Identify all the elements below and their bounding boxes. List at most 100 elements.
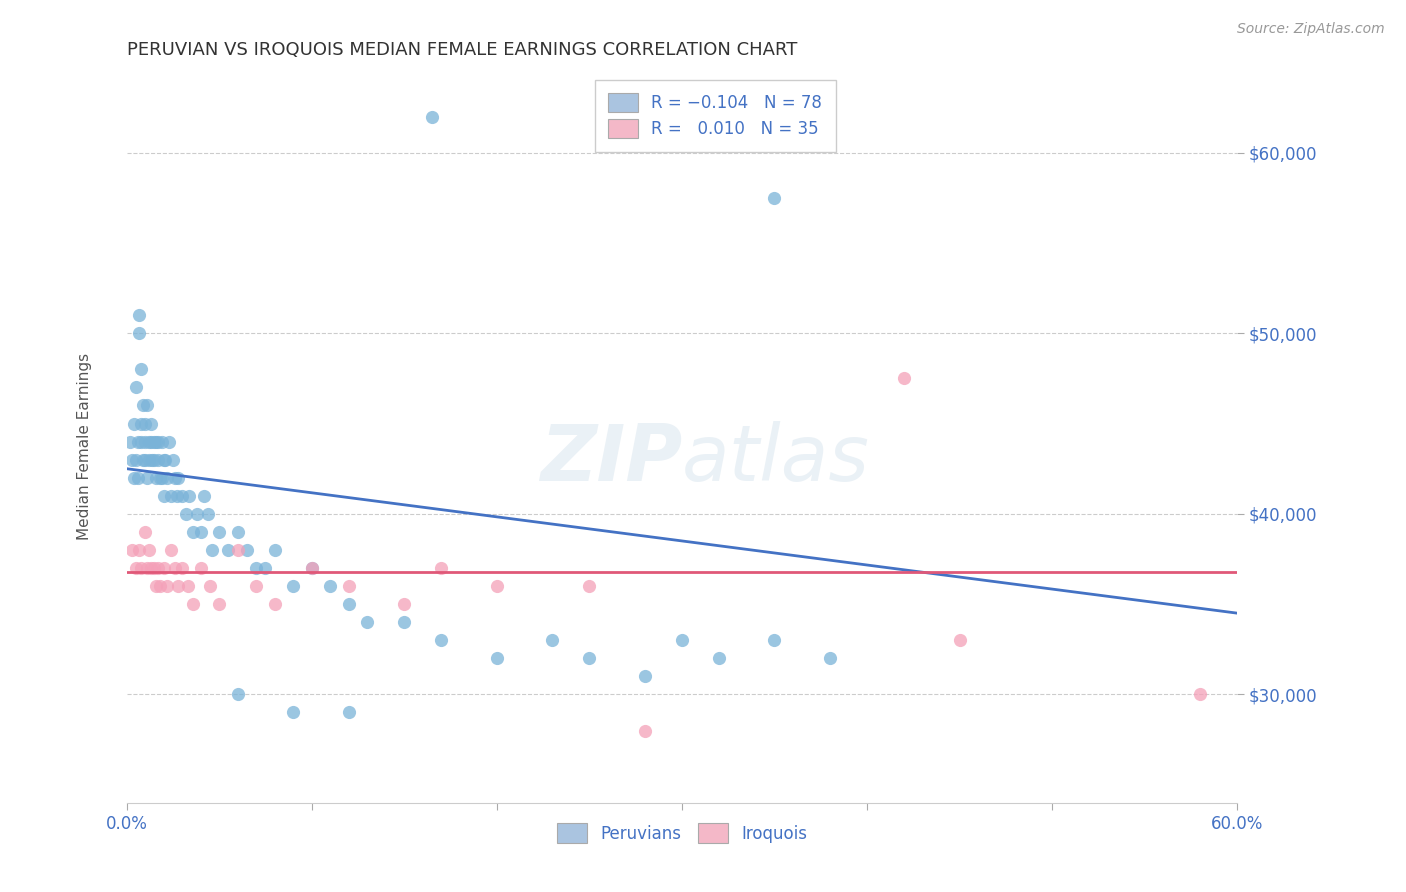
Point — [149, 579, 172, 593]
Point — [128, 543, 150, 558]
Point — [420, 110, 443, 124]
Point — [135, 399, 157, 413]
Point — [146, 434, 169, 449]
Point — [394, 615, 416, 630]
Point — [634, 723, 657, 738]
Point — [160, 543, 183, 558]
Point — [818, 651, 841, 665]
Point — [337, 597, 360, 611]
Point — [337, 706, 360, 720]
Point — [145, 579, 167, 593]
Point — [134, 452, 156, 467]
Point — [208, 597, 231, 611]
Point — [236, 543, 259, 558]
Point — [671, 633, 693, 648]
Point — [125, 561, 148, 575]
Point — [181, 597, 204, 611]
Point — [245, 561, 267, 575]
Point — [143, 452, 166, 467]
Point — [121, 452, 143, 467]
Point — [128, 308, 150, 322]
Point — [152, 452, 174, 467]
Point — [356, 615, 378, 630]
Point — [181, 524, 204, 539]
Point — [430, 633, 453, 648]
Point — [121, 543, 143, 558]
Point — [763, 191, 786, 205]
Point — [197, 507, 219, 521]
Point — [146, 452, 169, 467]
Point — [281, 579, 304, 593]
Point — [143, 434, 166, 449]
Point — [135, 561, 157, 575]
Point — [139, 417, 162, 431]
Text: atlas: atlas — [682, 421, 870, 497]
Point — [131, 434, 153, 449]
Point — [763, 633, 786, 648]
Point — [120, 434, 142, 449]
Point — [167, 579, 190, 593]
Point — [172, 489, 194, 503]
Point — [208, 524, 231, 539]
Point — [485, 579, 508, 593]
Point — [152, 489, 174, 503]
Point — [263, 597, 285, 611]
Point — [226, 688, 249, 702]
Point — [1189, 688, 1212, 702]
Point — [141, 452, 163, 467]
Text: PERUVIAN VS IROQUOIS MEDIAN FEMALE EARNINGS CORRELATION CHART: PERUVIAN VS IROQUOIS MEDIAN FEMALE EARNI… — [127, 41, 797, 59]
Point — [160, 489, 183, 503]
Point — [337, 579, 360, 593]
Point — [949, 633, 972, 648]
Point — [145, 434, 167, 449]
Point — [281, 706, 304, 720]
Point — [319, 579, 342, 593]
Point — [167, 471, 190, 485]
Point — [193, 489, 215, 503]
Point — [190, 561, 212, 575]
Point — [139, 434, 162, 449]
Point — [578, 651, 600, 665]
Point — [128, 326, 150, 341]
Point — [157, 434, 180, 449]
Point — [125, 380, 148, 394]
Point — [541, 633, 564, 648]
Point — [578, 579, 600, 593]
Point — [226, 543, 249, 558]
Point — [125, 452, 148, 467]
Point — [893, 371, 915, 385]
Point — [634, 669, 657, 683]
Point — [131, 561, 153, 575]
Point — [226, 524, 249, 539]
Point — [198, 579, 221, 593]
Point — [150, 434, 173, 449]
Point — [174, 507, 197, 521]
Point — [122, 471, 145, 485]
Point — [152, 561, 174, 575]
Legend: Peruvians, Iroquois: Peruvians, Iroquois — [550, 817, 814, 849]
Point — [245, 579, 267, 593]
Text: ZIP: ZIP — [540, 421, 682, 497]
Point — [150, 471, 173, 485]
Point — [485, 651, 508, 665]
Text: Median Female Earnings: Median Female Earnings — [77, 352, 91, 540]
Point — [122, 417, 145, 431]
Point — [149, 471, 172, 485]
Point — [190, 524, 212, 539]
Point — [201, 543, 224, 558]
Point — [132, 452, 155, 467]
Point — [394, 597, 416, 611]
Point — [430, 561, 453, 575]
Point — [301, 561, 323, 575]
Point — [179, 489, 201, 503]
Point — [143, 561, 166, 575]
Point — [162, 452, 184, 467]
Point — [146, 561, 169, 575]
Point — [263, 543, 285, 558]
Point — [138, 543, 160, 558]
Point — [127, 434, 149, 449]
Point — [156, 579, 179, 593]
Point — [166, 489, 188, 503]
Point — [172, 561, 194, 575]
Point — [131, 362, 153, 376]
